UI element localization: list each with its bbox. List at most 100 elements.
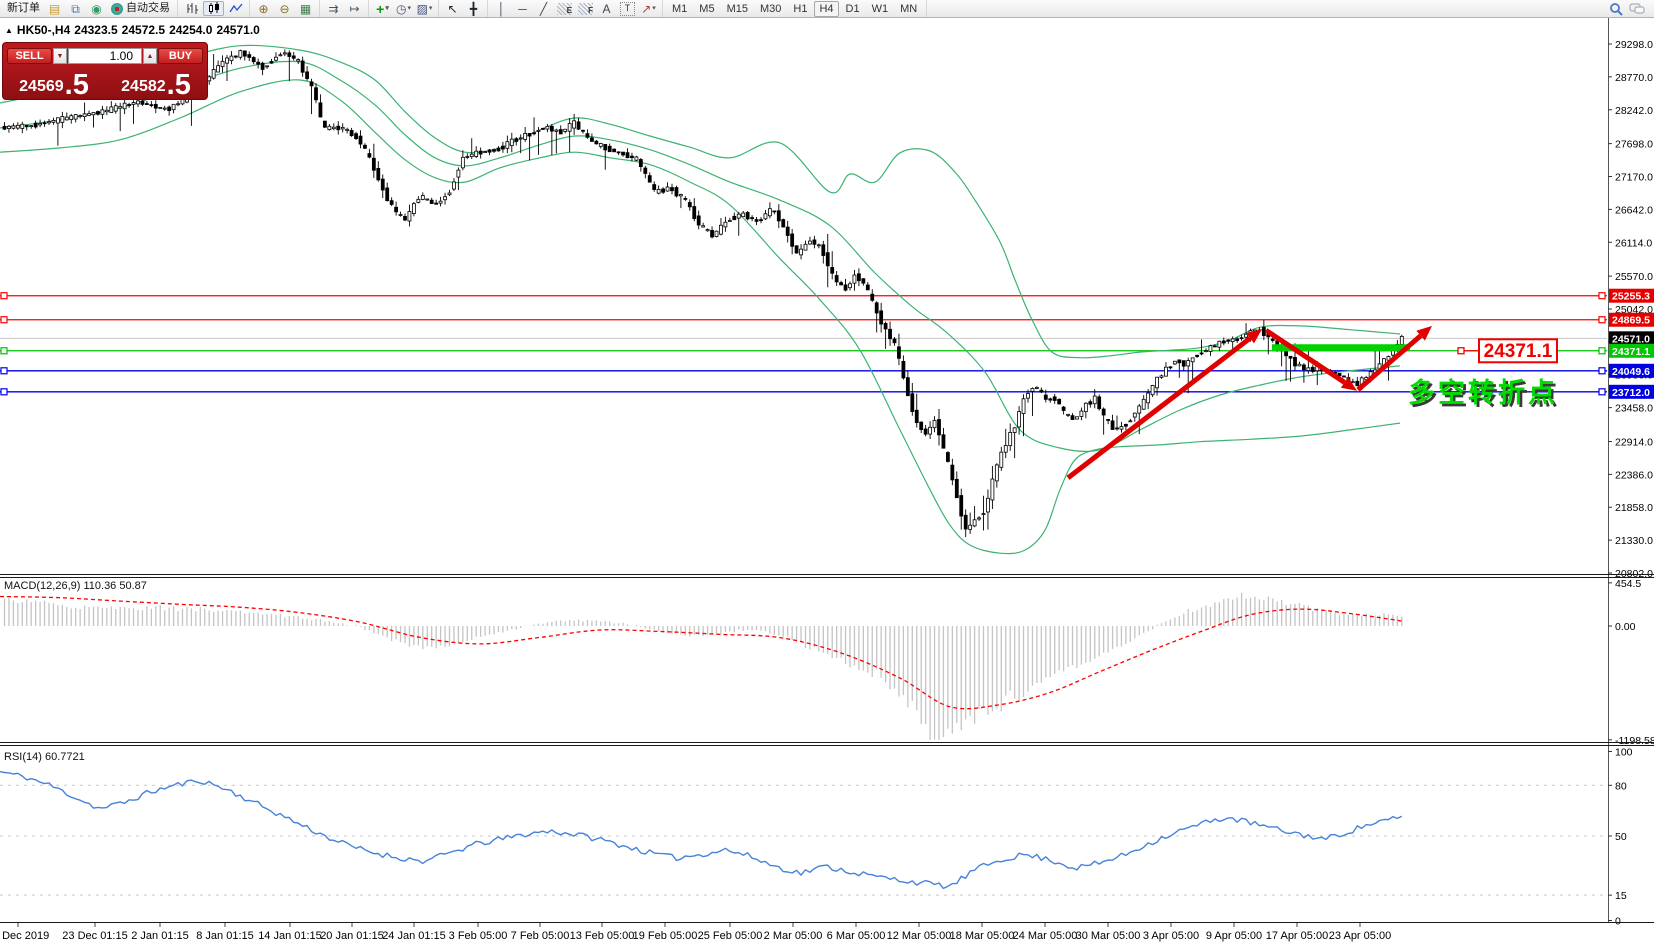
panel-separators[interactable] (0, 574, 1654, 923)
svg-text:24 Jan 01:15: 24 Jan 01:15 (382, 930, 446, 942)
rsi-label: RSI(14) 60.7721 (4, 751, 85, 763)
buy-button[interactable]: BUY (158, 48, 203, 64)
svg-text:26642.0: 26642.0 (1615, 204, 1653, 216)
tf-m5[interactable]: M5 (699, 2, 715, 15)
collapse-icon[interactable]: ▲ (5, 26, 13, 35)
dropdown-arrow-icon[interactable]: ▾ (652, 5, 656, 12)
tf-m15[interactable]: M15 (726, 2, 748, 15)
toolbar-group-scroll: ⇉ ↦ (320, 0, 369, 17)
market-watch-icon[interactable]: ⧉ (71, 1, 80, 16)
svg-text:27170.0: 27170.0 (1615, 171, 1653, 183)
toolbar-group-file: 新订单 ▤ ⧉ ◉ 自动交易 (0, 0, 178, 17)
tf-m1[interactable]: M1 (672, 2, 688, 15)
svg-text:454.5: 454.5 (1615, 578, 1641, 590)
horizontal-line-icon[interactable]: ─ (518, 1, 527, 16)
svg-text:17 Dec 2019: 17 Dec 2019 (0, 930, 49, 942)
svg-text:2 Mar 05:00: 2 Mar 05:00 (764, 930, 823, 942)
trendline-icon[interactable]: ╱ (539, 1, 548, 16)
svg-text:13 Feb 05:00: 13 Feb 05:00 (570, 930, 635, 942)
ohlc-close: 24571.0 (216, 23, 260, 37)
candlestick-chart-icon[interactable] (203, 1, 224, 16)
add-indicator-icon[interactable]: + ▾ (376, 0, 389, 17)
rsi-panel: RSI(14) 60.7721 (0, 751, 1403, 890)
zoom-in-icon[interactable]: ⊕ (258, 1, 269, 16)
toolbar-group-objects: │ ─ ╱ E F A T ↗ ▾ (488, 0, 663, 17)
period-icon[interactable]: ◷ ▾ (396, 1, 411, 16)
dropdown-arrow-icon[interactable]: ▾ (385, 5, 389, 12)
svg-text:28242.0: 28242.0 (1615, 105, 1653, 117)
tf-m30[interactable]: M30 (759, 2, 782, 15)
svg-text:30 Mar 05:00: 30 Mar 05:00 (1076, 930, 1141, 942)
sell-button[interactable]: SELL (7, 48, 52, 64)
text-icon[interactable]: A (602, 1, 611, 16)
svg-text:21858.0: 21858.0 (1615, 502, 1653, 514)
svg-text:24571.0: 24571.0 (1612, 333, 1650, 345)
tf-mn[interactable]: MN (900, 2, 918, 15)
arrows-icon[interactable]: ↗ ▾ (641, 1, 656, 16)
volume-input[interactable]: 1.00 (68, 48, 142, 64)
horizontal-lines[interactable] (0, 292, 1607, 396)
chart-window-icon[interactable]: ▤ (48, 1, 61, 16)
time-axis[interactable]: 17 Dec 2019 23 Dec 01:15 2 Jan 01:15 8 Jan … (0, 923, 1391, 942)
template-icon[interactable]: ▨ ▾ (416, 1, 433, 16)
sell-price[interactable]: 24569.5 (19, 69, 89, 101)
chart-shift-icon[interactable]: ↦ (349, 1, 360, 16)
macd-panel: MACD(12,26,9) 110.36 50.87 (0, 580, 1404, 740)
svg-text:24049.6: 24049.6 (1612, 366, 1650, 378)
new-order-button[interactable]: 新订单 (7, 2, 40, 14)
autotrading-button[interactable]: 自动交易 (108, 1, 173, 16)
bollinger-bands (0, 44, 1401, 555)
macd-label: MACD(12,26,9) 110.36 50.87 (4, 580, 147, 592)
tf-d1[interactable]: D1 (845, 2, 860, 15)
chart-title: HK50-,H4 (16, 23, 71, 37)
ohlc-open: 24323.5 (74, 23, 118, 37)
vertical-line-icon[interactable]: │ (497, 1, 506, 16)
svg-text:25255.3: 25255.3 (1612, 291, 1650, 303)
svg-text:23712.0: 23712.0 (1612, 387, 1650, 399)
volume-increase-button[interactable]: ▲ (143, 48, 157, 64)
dropdown-arrow-icon[interactable]: ▾ (428, 5, 433, 12)
dropdown-arrow-icon[interactable]: ▾ (407, 5, 411, 12)
chat-icon[interactable] (1628, 1, 1647, 16)
svg-text:24869.5: 24869.5 (1612, 315, 1650, 327)
price-axis[interactable]: 29298.0 28770.0 28242.0 27698.0 27170.0 26642… (1608, 17, 1654, 928)
svg-text:100: 100 (1615, 747, 1633, 759)
svg-text:3 Feb 05:00: 3 Feb 05:00 (449, 930, 508, 942)
svg-text:23 Dec 01:15: 23 Dec 01:15 (62, 930, 127, 942)
tile-windows-icon[interactable]: ▦ (299, 1, 312, 16)
search-icon[interactable] (1607, 1, 1626, 16)
signals-icon[interactable]: ◉ (91, 1, 102, 16)
tf-h1[interactable]: H1 (793, 2, 808, 15)
autotrading-icon (111, 2, 123, 15)
tf-h4[interactable]: H4 (814, 0, 839, 17)
svg-text:0: 0 (1615, 916, 1621, 928)
zoom-out-icon[interactable]: ⊖ (279, 1, 290, 16)
cursor-icon[interactable]: ↖ (447, 1, 458, 16)
price-label-box[interactable]: 24371.1 (1457, 338, 1558, 364)
svg-text:多空转折点: 多空转折点 (1411, 380, 1561, 411)
svg-text:24371.1: 24371.1 (1612, 346, 1650, 358)
fibonacci-icon[interactable]: F (576, 1, 595, 16)
buy-price[interactable]: 24582.5 (121, 69, 191, 101)
toolbar-group-insert: + ▾ ◷ ▾ ▨ ▾ (369, 0, 439, 17)
auto-scroll-icon[interactable]: ⇉ (328, 1, 339, 16)
svg-text:3 Apr 05:00: 3 Apr 05:00 (1143, 930, 1199, 942)
chart-header: ▲ HK50-,H4 24323.5 24572.5 24254.0 24571.0 (5, 23, 264, 37)
ohlc-high: 24572.5 (121, 23, 166, 37)
equidistant-channel-icon[interactable]: E (555, 1, 574, 16)
crosshair-icon[interactable]: ╋ (469, 1, 478, 16)
svg-text:50: 50 (1615, 831, 1627, 843)
svg-text:19 Feb 05:00: 19 Feb 05:00 (633, 930, 698, 942)
tf-w1[interactable]: W1 (871, 2, 889, 15)
text-label-icon[interactable]: T (618, 1, 637, 16)
svg-text:24 Mar 05:00: 24 Mar 05:00 (1013, 930, 1078, 942)
trend-objects[interactable] (1066, 325, 1432, 480)
bar-chart-icon[interactable] (182, 1, 201, 16)
volume-decrease-button[interactable]: ▼ (53, 48, 67, 64)
line-chart-icon[interactable] (226, 1, 245, 16)
svg-text:23 Apr 05:00: 23 Apr 05:00 (1329, 930, 1391, 942)
svg-text:2 Jan 01:15: 2 Jan 01:15 (131, 930, 189, 942)
